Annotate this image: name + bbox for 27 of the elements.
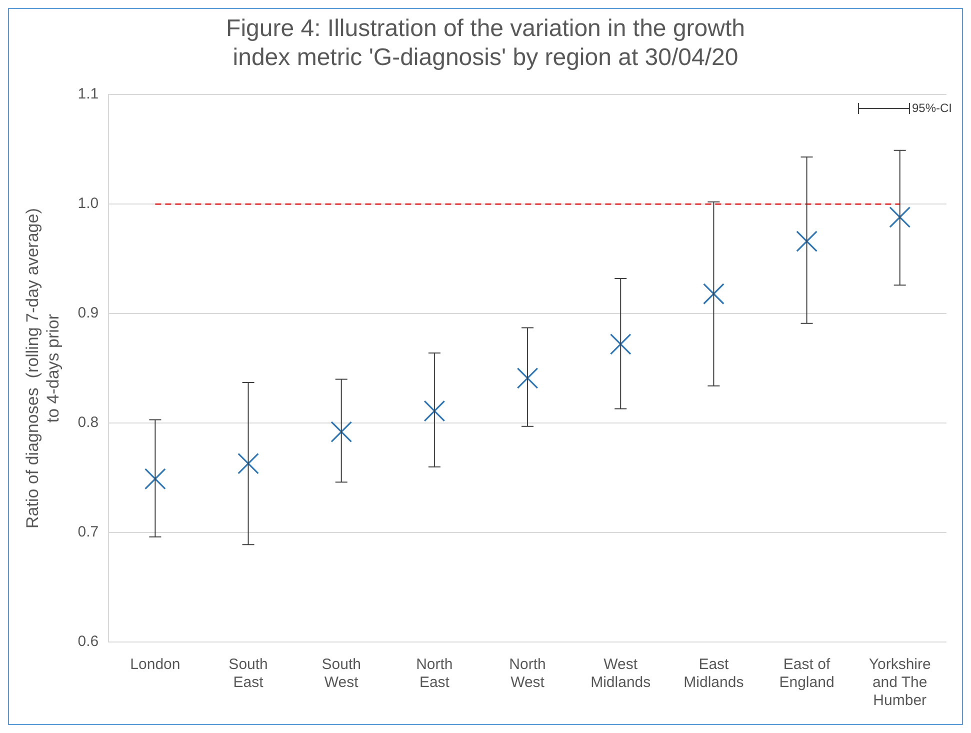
x-tick-label: East Midlands (684, 656, 744, 692)
annotation: 95%-CI (912, 101, 952, 115)
x-tick-label: North West (509, 656, 546, 692)
point (424, 400, 446, 422)
chart-title: Figure 4: Illustration of the variation in the growth index metric 'G-diagnosis' by region at 30/04/20 (226, 15, 745, 71)
y-tick-label: 1.1 (78, 86, 99, 103)
y-axis-title: Ratio of diagnoses (rolling 7-day average) to 4-days prior (22, 208, 62, 528)
x-tick-label: South East (228, 656, 268, 692)
y-tick-label: 0.6 (78, 633, 99, 650)
y-tick-label: 0.9 (78, 304, 99, 322)
x-tick-label: London (130, 656, 180, 674)
x-tick-label: South West (322, 656, 361, 692)
point (516, 367, 538, 389)
y-tick-label: 0.7 (78, 524, 99, 541)
y-tick-label: 0.8 (78, 414, 99, 432)
x-tick-label: Yorkshire and The Humber (868, 656, 931, 710)
point (610, 334, 632, 355)
y-tick-label: 1.0 (78, 195, 99, 212)
x-tick-label: North East (416, 656, 453, 692)
point (144, 468, 166, 490)
x-tick-label: East of England (779, 656, 834, 692)
point (238, 452, 259, 474)
point (702, 283, 724, 305)
x-tick-label: West Midlands (590, 656, 651, 692)
point (889, 206, 911, 228)
point (330, 421, 352, 442)
point (796, 230, 818, 252)
